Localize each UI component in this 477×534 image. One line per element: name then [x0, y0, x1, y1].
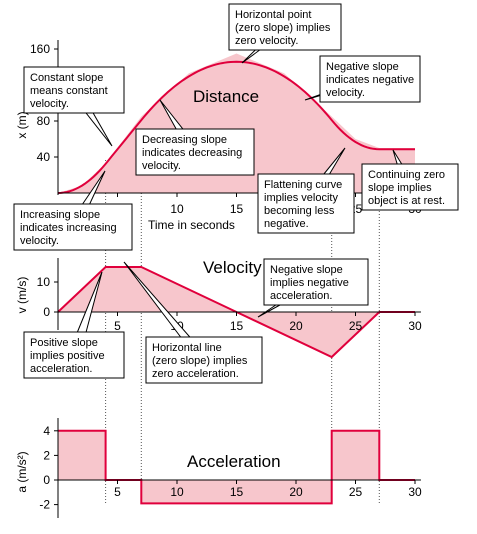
callout-text: Negative slope [270, 264, 343, 276]
panel-title: Acceleration [187, 452, 281, 471]
callout-text: acceleration. [30, 363, 92, 375]
x-tick-label: 15 [230, 202, 244, 216]
x-axis-title: Time in seconds [148, 218, 235, 232]
callout-box [13, 203, 133, 251]
callout-text: Horizontal line [152, 342, 222, 354]
callout-text: Decreasing slope [142, 134, 227, 146]
y-axis-label: x (m) [15, 111, 29, 138]
y-tick-label: 80 [37, 114, 51, 128]
x-tick-label: 5 [114, 319, 121, 333]
callout-horizontal-point: Horizontal point(zero slope) implieszero… [228, 3, 342, 64]
x-tick-label: 30 [408, 485, 422, 499]
callout-text: implies negative [270, 277, 349, 289]
x-tick-label: 20 [289, 485, 303, 499]
callout-box [319, 55, 421, 103]
x-tick-label: 25 [349, 485, 363, 499]
callout-text: Constant slope [30, 72, 103, 84]
callout-box [135, 128, 255, 176]
callout-text: velocity. [30, 98, 69, 110]
callout-text: implies positive [30, 350, 105, 362]
callout-text: velocity. [20, 235, 59, 247]
y-tick-label: 10 [37, 275, 51, 289]
callout-text: indicates decreasing [142, 147, 242, 159]
callout-box [228, 3, 342, 51]
panel-title: Velocity [203, 258, 262, 277]
x-tick-label: 10 [170, 202, 184, 216]
callout-text: zero acceleration. [152, 368, 239, 380]
callout-text: indicates negative [326, 74, 414, 86]
y-tick-label: 0 [43, 305, 50, 319]
y-tick-label: 0 [43, 473, 50, 487]
y-tick-label: 40 [37, 150, 51, 164]
callout-box [361, 163, 459, 211]
series-line [58, 429, 415, 505]
x-tick-label: 30 [408, 319, 422, 333]
callout-text: Horizontal point [235, 9, 311, 21]
callout-text: Increasing slope [20, 209, 100, 221]
y-tick-label: 160 [30, 42, 50, 56]
y-axis-label: a (m/s²) [15, 451, 29, 492]
x-tick-label: 25 [349, 319, 363, 333]
callout-text: Positive slope [30, 337, 98, 349]
callout-box [23, 331, 125, 379]
callout-text: Negative slope [326, 61, 399, 73]
callout-box [257, 173, 355, 234]
callout-box [263, 258, 369, 306]
callout-text: velocity. [142, 160, 181, 172]
callout-horizontal-line: Horizontal line(zero slope) implieszero … [123, 261, 263, 384]
y-tick-label: 4 [43, 424, 50, 438]
x-tick-label: 5 [114, 485, 121, 499]
y-tick-label: -2 [39, 498, 50, 512]
callout-text: zero velocity. [235, 35, 298, 47]
acceleration-panel: -2 0 2 4 5 10 15 20 25 30 a (m/s²) Acceleration [15, 418, 422, 518]
callout-box [23, 66, 125, 114]
callout-text: (zero slope) implies [152, 355, 248, 367]
callout-text: (zero slope) implies [235, 22, 331, 34]
callouts: Horizontal point(zero slope) implieszero… [13, 3, 459, 384]
x-tick-label: 10 [170, 485, 184, 499]
callout-text: implies velocity [264, 192, 338, 204]
callout-text: object is at rest. [368, 195, 445, 207]
callout-text: becoming less [264, 205, 335, 217]
panel-title: Distance [193, 87, 259, 106]
callout-box [145, 336, 263, 384]
callout-text: velocity. [326, 87, 365, 99]
callout-text: slope implies [368, 182, 432, 194]
y-tick-label: 2 [43, 448, 50, 462]
callout-text: means constant [30, 85, 108, 97]
callout-text: Flattening curve [264, 179, 342, 191]
callout-text: negative. [264, 218, 309, 230]
callout-text: acceleration. [270, 290, 332, 302]
x-tick-label: 15 [230, 319, 244, 333]
series-line [57, 60, 415, 194]
callout-text: indicates increasing [20, 222, 117, 234]
x-tick-label: 15 [230, 485, 244, 499]
callout-text: Continuing zero [368, 169, 445, 181]
area-fill [58, 430, 415, 504]
x-tick-label: 20 [289, 319, 303, 333]
y-axis-label: v (m/s) [15, 277, 29, 314]
